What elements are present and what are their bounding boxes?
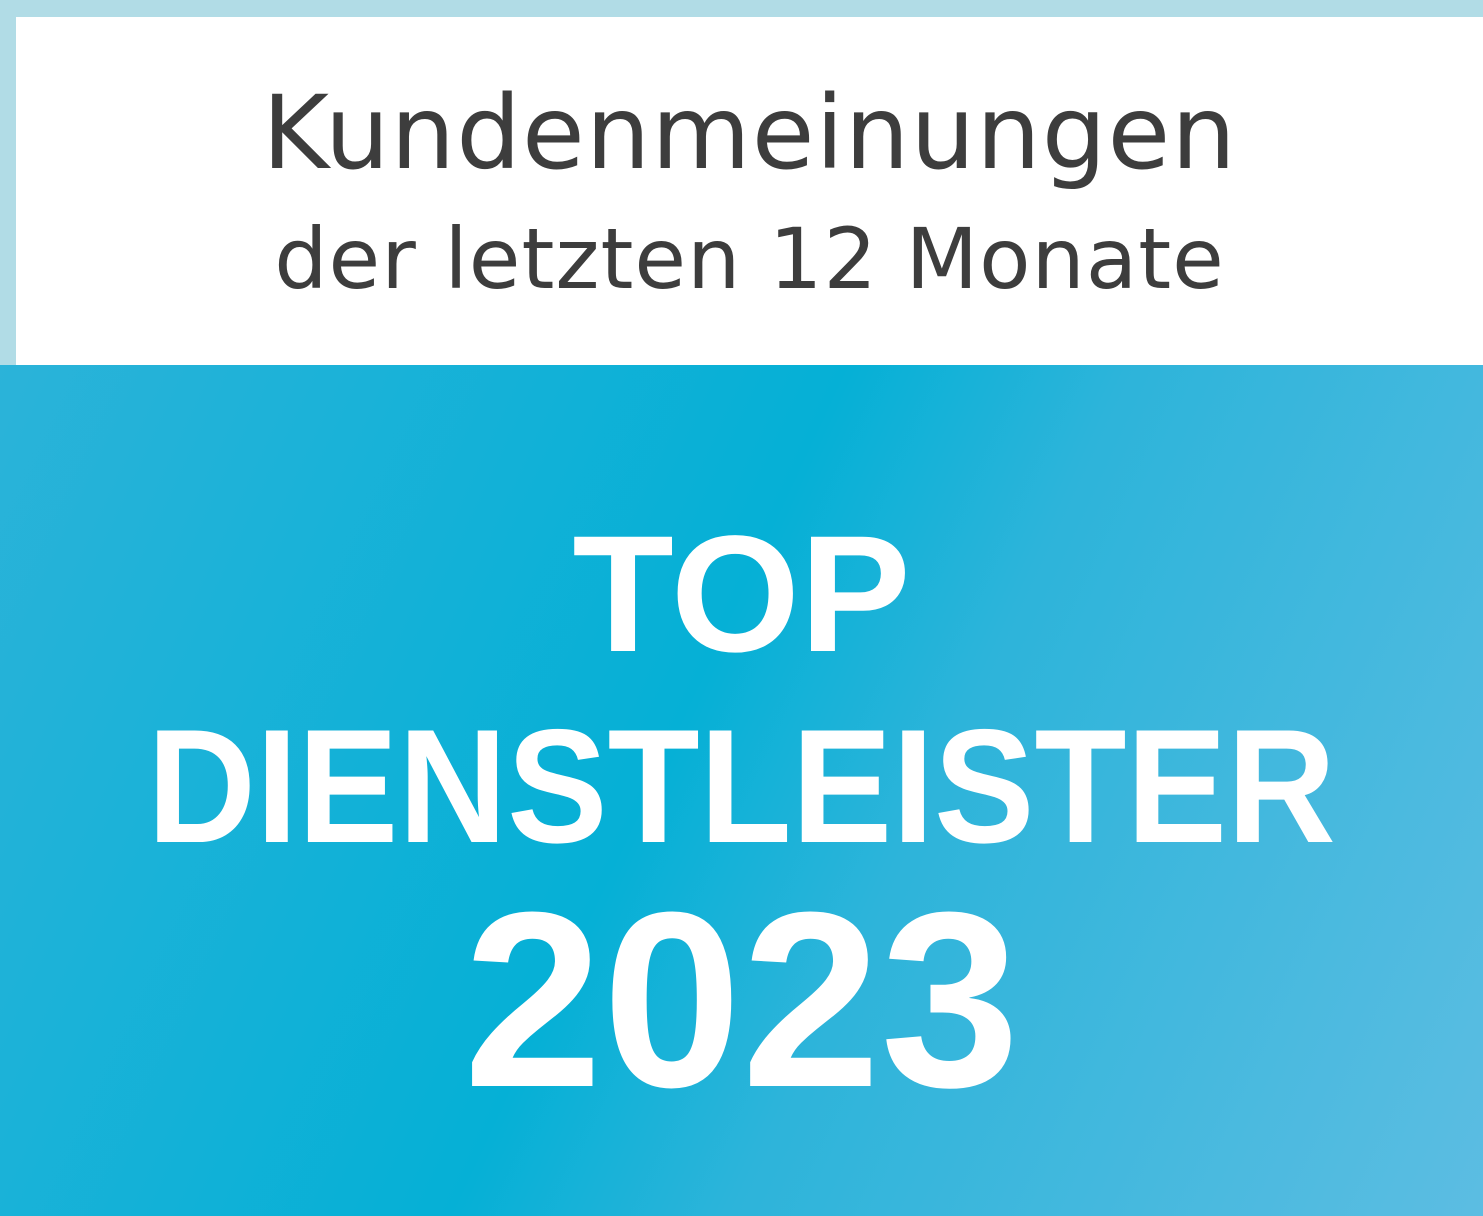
header-title: Kundenmeinungen: [262, 74, 1237, 193]
badge-panel: TOP DIENSTLEISTER 2023: [0, 365, 1483, 1216]
header-panel: Kundenmeinungen der letzten 12 Monate: [16, 17, 1483, 365]
badge-top: TOP: [572, 502, 911, 687]
badge-year: 2023: [463, 860, 1020, 1139]
header-subtitle: der letzten 12 Monate: [274, 210, 1225, 308]
badge-dienstleister: DIENSTLEISTER: [147, 696, 1336, 877]
